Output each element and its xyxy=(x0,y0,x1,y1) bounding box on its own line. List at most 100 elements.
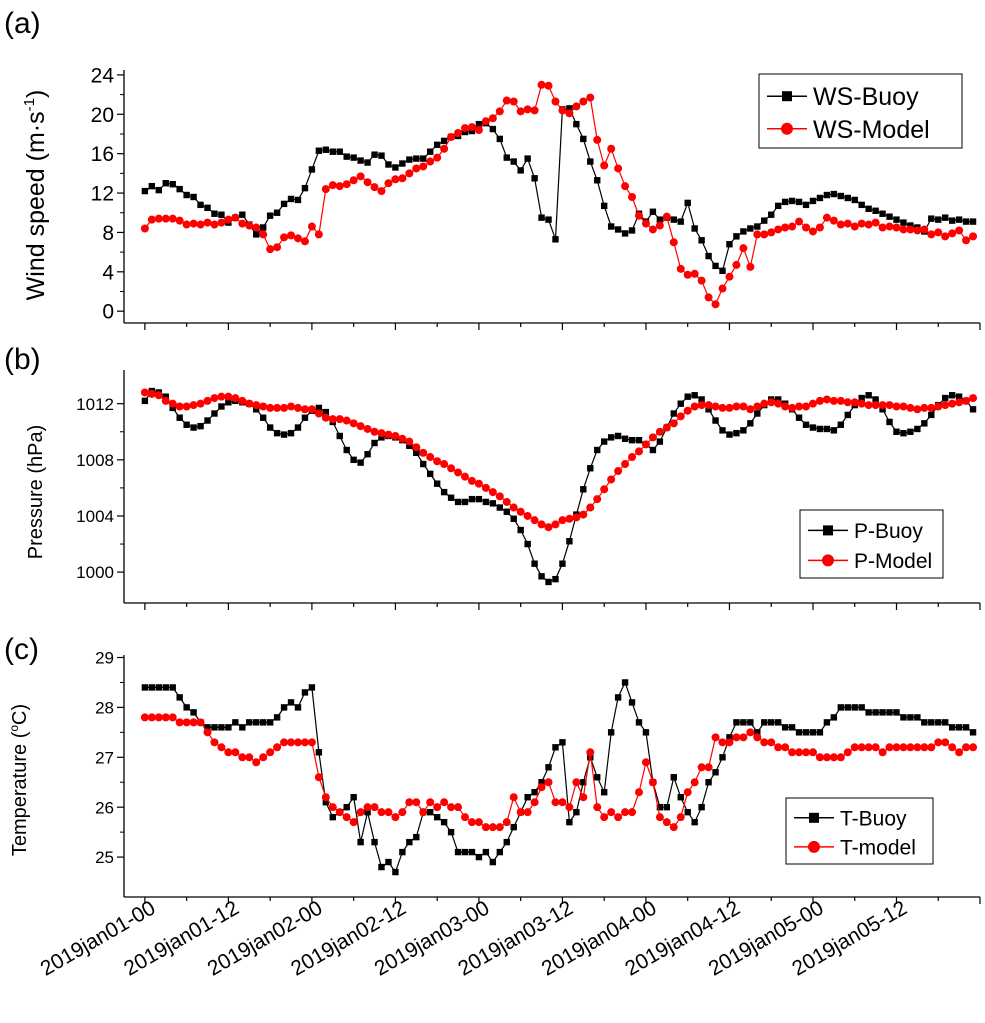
data-point xyxy=(433,153,442,162)
data-point xyxy=(900,714,907,721)
data-point xyxy=(377,187,386,196)
y-tick-label: 20 xyxy=(91,104,114,127)
legend-label: T-model xyxy=(840,836,916,859)
data-point xyxy=(948,217,956,224)
data-point xyxy=(412,443,421,452)
data-point xyxy=(705,252,712,260)
legend-marker xyxy=(808,840,820,853)
data-point xyxy=(217,218,226,227)
data-point xyxy=(350,456,357,464)
data-point xyxy=(287,402,296,411)
data-point xyxy=(378,434,385,441)
data-point xyxy=(648,778,657,787)
data-point xyxy=(433,813,441,821)
data-point xyxy=(189,219,198,228)
data-point xyxy=(551,97,560,106)
data-point xyxy=(649,446,657,454)
legend-label: WS-Model xyxy=(813,116,930,144)
data-point xyxy=(879,406,886,413)
data-point xyxy=(795,748,804,757)
data-point xyxy=(823,425,831,433)
data-point xyxy=(648,225,657,234)
data-point xyxy=(551,798,560,807)
data-point xyxy=(594,446,601,454)
data-point xyxy=(203,218,212,227)
data-point xyxy=(259,402,268,411)
data-point xyxy=(565,803,574,812)
data-point xyxy=(600,813,609,822)
series-t-buoy xyxy=(141,679,977,876)
legend-marker xyxy=(809,812,819,823)
data-point xyxy=(210,220,219,229)
data-point xyxy=(886,418,893,426)
data-point xyxy=(349,176,358,185)
data-point xyxy=(224,215,233,224)
data-point xyxy=(816,194,824,202)
data-point xyxy=(823,191,831,199)
data-point xyxy=(182,402,191,411)
data-point xyxy=(865,709,872,716)
data-point xyxy=(747,225,754,232)
data-point xyxy=(690,402,699,411)
data-point xyxy=(503,838,510,846)
data-point xyxy=(781,402,790,411)
data-point xyxy=(488,114,497,123)
data-point xyxy=(747,420,754,427)
data-point xyxy=(140,224,149,233)
data-point xyxy=(726,431,733,438)
data-point xyxy=(558,106,567,115)
data-point xyxy=(767,228,776,237)
data-point xyxy=(259,414,267,421)
data-point xyxy=(343,803,350,811)
data-point xyxy=(162,180,169,187)
data-point xyxy=(516,107,525,116)
data-point xyxy=(579,510,588,519)
data-point xyxy=(878,748,887,757)
data-point xyxy=(496,504,504,511)
data-point xyxy=(691,818,698,826)
data-point xyxy=(816,729,824,736)
data-point xyxy=(641,219,650,228)
data-point xyxy=(454,468,463,477)
data-point xyxy=(461,124,470,133)
data-point xyxy=(183,191,190,199)
data-point xyxy=(739,244,748,253)
data-point xyxy=(781,743,790,752)
data-point xyxy=(287,231,296,240)
data-point xyxy=(224,392,233,401)
data-point xyxy=(322,146,330,153)
data-point xyxy=(712,262,719,270)
data-point xyxy=(662,212,671,221)
data-point xyxy=(266,245,275,254)
data-point xyxy=(419,448,428,457)
data-point xyxy=(927,230,936,239)
data-point xyxy=(642,729,650,736)
data-point xyxy=(885,401,894,410)
data-point xyxy=(705,779,712,786)
data-point xyxy=(176,414,183,421)
data-point xyxy=(781,223,790,232)
data-point xyxy=(934,738,943,747)
data-point xyxy=(768,719,775,726)
data-point xyxy=(510,515,517,522)
data-point xyxy=(920,403,929,412)
panel-label-a: (a) xyxy=(4,7,41,40)
data-point xyxy=(370,427,379,436)
data-point xyxy=(753,402,762,411)
data-point xyxy=(893,216,900,223)
data-point xyxy=(732,402,741,411)
data-point xyxy=(481,117,490,126)
data-point xyxy=(941,232,950,241)
data-point xyxy=(328,415,337,424)
data-point xyxy=(969,743,978,752)
data-point xyxy=(343,153,350,160)
data-point xyxy=(314,230,323,239)
data-point xyxy=(753,733,762,742)
data-point xyxy=(948,399,957,408)
legend-marker xyxy=(822,554,834,567)
legend-label: T-Buoy xyxy=(840,807,907,830)
data-point xyxy=(607,144,616,153)
data-point xyxy=(768,211,775,218)
data-point xyxy=(718,403,727,412)
data-point xyxy=(405,437,414,446)
